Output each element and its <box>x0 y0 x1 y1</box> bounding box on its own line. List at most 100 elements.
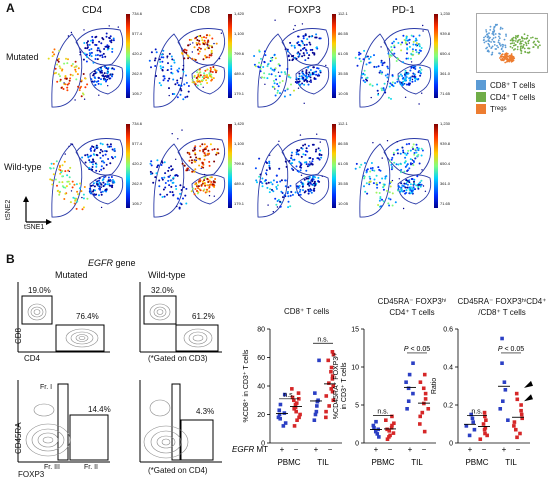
tsne-cell-point <box>56 59 59 62</box>
tsne-cell-point <box>113 149 116 152</box>
data-point-mt <box>314 409 319 414</box>
tsne-cell-point <box>196 35 198 38</box>
tsne-cell-point <box>58 193 61 196</box>
flow-fr1-label: Fr. I <box>40 384 53 391</box>
tsne-cell-point <box>150 66 152 69</box>
tsne-cell-point <box>396 141 398 143</box>
data-point-wt <box>391 431 396 435</box>
tsne-cell-point <box>110 41 113 44</box>
tsne-cell-point <box>291 158 294 161</box>
tsne-cell-point <box>260 57 262 60</box>
tsne-cell-point <box>362 79 365 82</box>
tsne-cell-point <box>186 151 189 154</box>
tsne-cell-point <box>178 67 181 70</box>
colorbar-tick-label: 939.8 <box>440 31 451 36</box>
tsne-cell-point <box>107 74 110 77</box>
tsne-cell-point <box>97 68 100 71</box>
tsne-cell-point <box>278 75 281 78</box>
mini-map-point <box>494 36 497 39</box>
tsne-cell-point <box>379 69 382 72</box>
tsne-cell-point <box>92 190 94 193</box>
tsne-cell-point <box>370 162 373 164</box>
tsne-cell-point <box>269 67 272 70</box>
colorbar-tick-label: 799.6 <box>234 161 245 166</box>
tsne-cell-point <box>206 43 209 46</box>
tsne-cell-point <box>88 49 91 51</box>
tsne-cell-point <box>49 166 51 169</box>
tsne-cell-point <box>181 53 184 55</box>
mini-map-point <box>512 39 515 42</box>
mini-map-point <box>483 36 485 39</box>
tsne-cell-point <box>100 83 102 86</box>
tsne-cell-point <box>365 76 368 79</box>
tsne-cell-point <box>83 29 85 31</box>
tsne-cell-point <box>86 41 88 44</box>
tsne-cell-point <box>168 184 171 187</box>
tsne-cell-point <box>271 56 274 59</box>
tsne-cell-point <box>217 152 220 155</box>
tsne-cell-point <box>303 74 306 76</box>
tsne-cell-point <box>284 185 287 188</box>
mini-map-point <box>506 57 509 60</box>
tsne-cell-point <box>160 164 163 166</box>
tsne-cell-point <box>400 171 402 174</box>
tsne-cell-point <box>201 79 204 82</box>
tsne-cell-point <box>275 174 278 177</box>
tsne-cell-point <box>360 76 363 79</box>
tsne-cell-point <box>424 190 427 192</box>
tsne-cell-point <box>286 68 289 70</box>
tsne-cell-point <box>299 188 302 191</box>
tsne-cell-point <box>154 176 157 179</box>
tsne-cell-point <box>411 178 414 180</box>
tsne-cell-point <box>84 86 87 89</box>
colorbar-tick-label: 577.4 <box>132 141 143 146</box>
tsne-cell-point <box>102 52 105 55</box>
tsne-cell-point <box>274 67 277 70</box>
tsne-cell-point <box>110 39 113 42</box>
tsne-cell-point <box>84 161 87 164</box>
tsne-cell-point <box>271 59 274 62</box>
tsne-cell-point <box>173 61 176 64</box>
tsne-cell-point <box>297 35 300 38</box>
tsne-cell-point <box>190 38 193 41</box>
egfr-mt-plus: + <box>502 445 507 454</box>
tsne-cell-point <box>168 166 171 169</box>
tsne-cell-point <box>417 187 420 190</box>
tsne-cell-point <box>406 47 409 50</box>
tsne-cell-point <box>106 71 109 74</box>
tsne-cell-point <box>289 76 292 79</box>
flow-top-x-axis-label: CD4 <box>24 354 41 363</box>
tsne-cell-point <box>199 145 202 148</box>
tsne-cell-point <box>413 152 416 154</box>
data-point-wt <box>296 391 301 395</box>
tsne-cell-point <box>380 61 383 64</box>
tsne-cell-point <box>185 51 188 54</box>
tsne-cell-point <box>186 95 189 98</box>
tsne-cell-point <box>302 153 305 156</box>
tsne-cell-point <box>371 169 374 172</box>
tsne-cell-point <box>259 67 262 70</box>
tsne-cell-point <box>196 192 199 195</box>
tsne-cell-point <box>309 49 312 51</box>
tsne-cell-point <box>315 33 318 36</box>
tsne-cell-point <box>88 159 91 162</box>
tsne-cell-point <box>364 190 367 193</box>
tsne-cell-point <box>207 181 210 183</box>
tsne-cell-point <box>306 165 309 168</box>
mini-map-point <box>498 37 501 40</box>
mini-map-point <box>489 36 491 39</box>
data-point-mt <box>377 435 381 439</box>
tsne-cell-point <box>79 182 82 185</box>
tsne-cell-point <box>82 197 85 200</box>
data-point-mt <box>315 404 319 408</box>
tsne-cell-point <box>285 165 288 168</box>
tsne-cell-point <box>193 81 196 84</box>
y-tick-label: 10 <box>351 365 359 372</box>
tsne-cell-point <box>307 163 310 166</box>
tsne-cell-point <box>379 197 382 200</box>
tsne-cell-point <box>213 186 216 188</box>
tsne-cell-point <box>68 79 71 82</box>
mini-map-point <box>523 37 526 40</box>
tsne-cell-point <box>377 65 380 68</box>
tsne-cell-point <box>390 168 393 171</box>
